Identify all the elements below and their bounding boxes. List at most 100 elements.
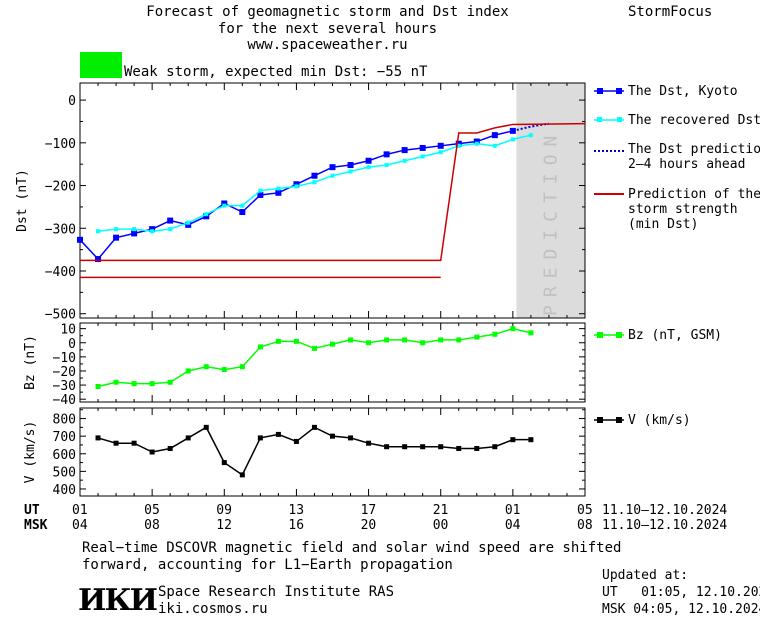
data-point <box>185 368 191 374</box>
data-point <box>77 236 83 243</box>
data-point <box>438 337 444 343</box>
data-point <box>114 227 119 232</box>
iki-logo: ИКИ <box>78 583 158 618</box>
data-point <box>420 340 426 346</box>
updated-msk: MSK 04:05, 12.10.2024 <box>602 602 760 617</box>
data-point <box>492 143 497 148</box>
data-point <box>239 364 245 370</box>
ut-tick-label: 21 <box>432 503 449 518</box>
updated-label: Updated at: <box>602 568 689 583</box>
ut-tick-label: 05 <box>144 503 160 518</box>
data-point <box>438 444 444 450</box>
data-point <box>474 334 480 340</box>
data-point <box>365 157 372 164</box>
data-point <box>384 163 389 168</box>
msk-tick-label: 08 <box>577 518 593 533</box>
data-point <box>239 209 246 216</box>
data-point <box>510 137 515 142</box>
msk-axis-label: MSK <box>24 518 48 533</box>
data-point <box>437 142 444 149</box>
data-point <box>149 449 155 455</box>
y-tick-label: −30 <box>53 379 76 394</box>
data-point <box>131 381 137 387</box>
data-point <box>528 330 534 336</box>
data-point <box>366 440 372 446</box>
ut-axis-label: UT <box>24 503 40 518</box>
data-point <box>330 433 335 439</box>
data-point <box>185 221 192 228</box>
footer-note-line1: Real−time DSCOVR magnetic field and sola… <box>82 540 622 556</box>
msk-tick-label: 16 <box>288 518 305 533</box>
data-point <box>510 326 516 332</box>
data-point <box>96 229 101 234</box>
y-tick-label: −40 <box>53 393 76 408</box>
data-point <box>294 184 299 189</box>
ut-tick-label: 17 <box>360 503 377 518</box>
data-point <box>491 132 498 139</box>
data-point <box>186 220 191 225</box>
data-point <box>167 445 173 451</box>
data-point <box>420 154 425 159</box>
data-point <box>401 147 408 154</box>
data-point <box>420 444 426 450</box>
ut-tick-label: 13 <box>288 503 305 518</box>
data-point <box>132 227 137 232</box>
data-point <box>275 431 281 437</box>
msk-tick-label: 04 <box>504 518 521 533</box>
msk-tick-label: 00 <box>432 518 449 533</box>
data-point <box>384 444 390 450</box>
data-point <box>95 435 101 441</box>
panel-frame <box>79 82 586 319</box>
data-point <box>438 150 443 155</box>
y-tick-label: 400 <box>53 483 76 498</box>
y-tick-label: 600 <box>53 448 76 463</box>
data-point <box>402 337 408 343</box>
ut-tick-label: 05 <box>577 503 593 518</box>
series-line <box>97 327 532 388</box>
y-tick-label: 700 <box>53 430 76 445</box>
data-point <box>456 445 462 451</box>
data-point <box>330 173 335 178</box>
data-point <box>329 164 336 171</box>
ut-tick-label: 09 <box>216 503 232 518</box>
data-point <box>221 367 227 373</box>
data-point <box>95 256 102 263</box>
data-point <box>257 435 263 441</box>
data-point <box>113 234 120 241</box>
data-point <box>510 437 516 443</box>
data-point <box>95 383 101 389</box>
data-point <box>311 345 317 351</box>
data-point <box>402 158 407 163</box>
institute-site-link[interactable]: iki.cosmos.ru <box>158 601 268 617</box>
data-point <box>258 188 263 193</box>
data-point <box>149 226 156 233</box>
msk-date-range: 11.10–12.10.2024 <box>602 518 728 533</box>
data-point <box>204 212 209 217</box>
data-point <box>293 338 299 344</box>
y-tick-label: −300 <box>45 222 76 237</box>
data-point <box>203 213 210 220</box>
data-point <box>240 203 245 208</box>
y-tick-label: −100 <box>45 137 76 152</box>
data-point <box>366 340 372 346</box>
legend-label-storm-2: storm strength <box>628 202 738 217</box>
y-tick-label: 0 <box>68 94 76 109</box>
ut-tick-label: 01 <box>72 503 88 518</box>
data-point <box>348 169 353 174</box>
data-point <box>311 172 318 179</box>
ut-tick-label: 01 <box>504 503 521 518</box>
ut-date-range: 11.10–12.10.2024 <box>602 503 728 518</box>
website-link[interactable]: www.spaceweather.ru <box>247 37 408 53</box>
y-axis-label: V (km/s) <box>23 421 38 484</box>
y-tick-label: −200 <box>45 180 76 195</box>
data-point <box>113 379 119 385</box>
data-point <box>203 424 209 430</box>
legend-label-storm-1: Prediction of the <box>628 187 760 202</box>
data-point <box>239 472 245 478</box>
data-point <box>113 440 119 446</box>
data-point <box>473 138 480 145</box>
data-point <box>474 141 479 146</box>
footer-note-line2: forward, accounting for L1−Earth propaga… <box>82 557 453 573</box>
legend-label-bz: Bz (nT, GSM) <box>628 328 722 343</box>
